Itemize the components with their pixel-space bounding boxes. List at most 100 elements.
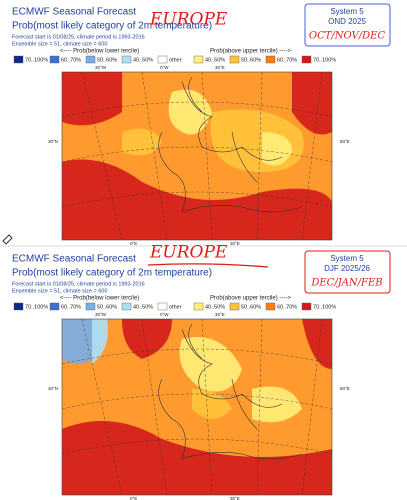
graticule [81, 72, 123, 240]
map-coordinate-label: 60°E [340, 139, 350, 144]
anomaly-region [62, 159, 332, 240]
graticule [201, 72, 213, 240]
map-coordinate-label: 0°E [130, 496, 137, 500]
pen-icon [2, 234, 13, 245]
legend-swatch [157, 302, 168, 311]
graticule [141, 72, 168, 240]
legend-below-label: <---- Prob(below lower tercile) [60, 49, 139, 55]
legend-swatch [49, 55, 60, 64]
legend-item-label: 70..100% [25, 304, 48, 310]
map-coordinate-label: 30°N [48, 139, 58, 144]
map-coordinate-label: 30°W [95, 65, 107, 70]
graticule [256, 72, 263, 240]
legend-above-label: Prob(above upper tercile) ----> [210, 296, 291, 302]
handwritten-months: DEC/JAN/FEB [310, 278, 382, 289]
panel-subtitle: Prob(most likely category of 2m temperat… [12, 268, 212, 279]
graticule [62, 101, 332, 118]
graticule [301, 72, 323, 240]
graticule [256, 319, 263, 495]
legend-swatch [85, 302, 96, 311]
map-coordinate-label: 0°W [160, 65, 169, 70]
map-coordinate-label: 60°E [340, 386, 350, 391]
system-label: System 5 [330, 254, 364, 263]
map-frame [61, 318, 333, 496]
legend-item-label: 70..100% [25, 57, 48, 63]
legend-item-label: 50..60% [241, 57, 261, 63]
handwritten-region: EUROPE [149, 10, 228, 30]
forecast-note: Forecast start is 01/08/25, climate peri… [12, 34, 145, 40]
forecast-note: Forecast start is 01/08/25, climate peri… [12, 281, 145, 287]
legend-item-label: 60..70% [277, 57, 297, 63]
legend-item-label: 40..50% [205, 57, 225, 63]
forecast-panel: ECMWF Seasonal Forecast Prob(most likely … [12, 243, 391, 500]
anomaly-region [62, 72, 122, 126]
legend-below-label: <---- Prob(below lower tercile) [60, 296, 139, 302]
graticule [301, 319, 323, 495]
map-coordinate-label: 30°W [95, 312, 107, 317]
legend-swatch [265, 55, 276, 64]
anomaly-region [168, 89, 212, 135]
map-coordinate-label: 30°E [230, 496, 240, 500]
graticule [62, 438, 332, 455]
legend-swatch [49, 302, 60, 311]
system-box [304, 3, 391, 47]
panel-title: ECMWF Seasonal Forecast [12, 7, 136, 18]
anomaly-region [122, 319, 172, 359]
handwritten-months: OCT/NOV/DEC [309, 31, 386, 42]
legend-item-label: 40..50% [133, 57, 153, 63]
legend-swatch [301, 302, 312, 311]
map-coordinate-label: 0°E [130, 241, 137, 246]
ensemble-note: Ensemble size = 51, climate size = 600 [12, 288, 107, 294]
map-coordinate-label: 30°N [48, 386, 58, 391]
legend-swatch [85, 55, 96, 64]
handwritten-underline [147, 263, 269, 268]
map-coordinate-label: 30°E [215, 65, 225, 70]
panel-subtitle: Prob(most likely category of 2m temperat… [12, 21, 212, 32]
map-coordinate-label: 0°W [160, 312, 169, 317]
period-label: DJF 2025/26 [324, 264, 370, 273]
forecast-panel: ECMWF Seasonal Forecast Prob(most likely … [12, 3, 391, 246]
handwritten-region: EUROPE [149, 243, 228, 263]
anomaly-region [252, 386, 302, 423]
legend-item-label: 40..50% [133, 304, 153, 310]
panel-title: ECMWF Seasonal Forecast [12, 254, 136, 265]
legend-item-label: 50..60% [241, 304, 261, 310]
legend-swatch [301, 55, 312, 64]
map-coordinate-label: 30°E [215, 312, 225, 317]
legend-item-label: other [169, 304, 182, 310]
graticule [201, 319, 213, 495]
ensemble-note: Ensemble size = 51, climate size = 600 [12, 41, 107, 47]
legend-item-label: 70..100% [313, 57, 336, 63]
graticule [62, 146, 332, 163]
legend-item-label: 70..100% [313, 304, 336, 310]
legend-item-label: 60..70% [277, 304, 297, 310]
system-label: System 5 [330, 7, 364, 16]
legend-item-label: 50..60% [97, 57, 117, 63]
anomaly-region [62, 319, 101, 364]
system-box [304, 250, 391, 294]
graticule [62, 191, 332, 208]
legend-swatch [193, 55, 204, 64]
legend-swatch [229, 302, 240, 311]
map-coordinate-label: 30°E [230, 241, 240, 246]
map [62, 72, 332, 240]
legend-item-label: other [169, 57, 182, 63]
legend-swatch [193, 302, 204, 311]
legend-swatch [229, 55, 240, 64]
graticule [62, 348, 332, 365]
legend-swatch [121, 55, 132, 64]
anomaly-region [262, 132, 292, 166]
legend-swatch [265, 302, 276, 311]
anomaly-region [302, 319, 332, 369]
legend-swatch [13, 302, 24, 311]
legend-swatch [157, 55, 168, 64]
anomaly-region [92, 319, 108, 364]
legend-swatch [13, 55, 24, 64]
legend-item-label: 40..50% [205, 304, 225, 310]
anomaly-region [62, 421, 332, 495]
legend-item-label: 60..70% [61, 57, 81, 63]
anomaly-region [292, 72, 332, 135]
graticule [81, 319, 123, 495]
map [62, 319, 332, 495]
